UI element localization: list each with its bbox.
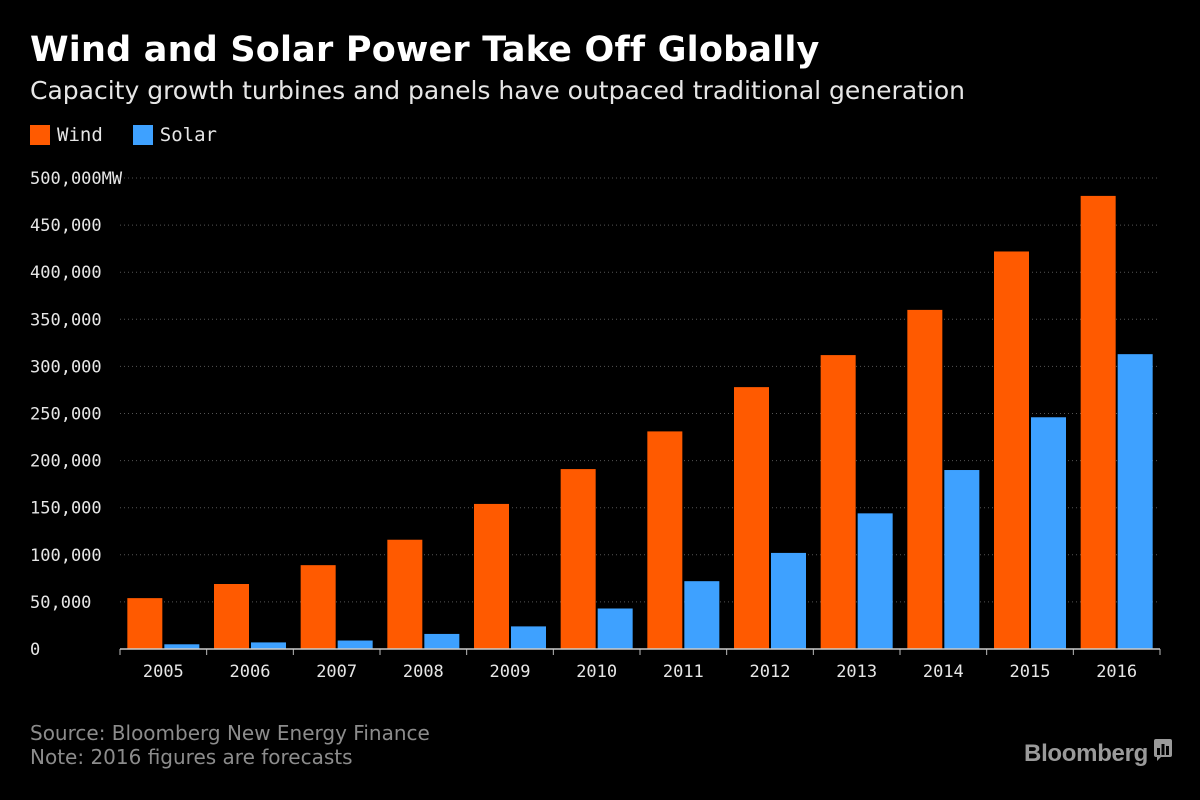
bar-solar-2005 [164,644,200,649]
y-tick-label: 0 [30,640,40,660]
x-tick-label: 2007 [316,662,357,682]
x-tick-label: 2011 [663,662,704,682]
legend-swatch-solar [132,125,153,145]
y-tick-label: 350,000 [30,310,102,330]
bar-wind-2015 [994,251,1029,649]
x-tick-label: 2015 [1010,662,1051,682]
bar-wind-2011 [647,431,683,649]
brand-name: Bloomberg [1024,739,1148,767]
bar-solar-2009 [511,626,546,649]
legend-label-solar: Solar [159,124,217,146]
bar-solar-2014 [944,470,980,649]
y-tick-label: 250,000 [30,405,102,425]
y-tick-label: 50,000 [30,593,91,613]
x-tick-label: 2016 [1096,662,1137,682]
y-tick-label: 200,000 [30,452,102,472]
bar-wind-2007 [300,565,336,649]
bar-solar-2016 [1117,354,1153,649]
bar-wind-2012 [734,387,769,649]
bar-solar-2007 [337,640,373,649]
bar-wind-2013 [820,355,856,649]
y-tick-label: 150,000 [30,499,102,519]
legend: Wind Solar [30,124,247,146]
bar-solar-2015 [1031,417,1066,649]
y-tick-label: 400,000 [30,263,102,283]
x-tick-label: 2006 [230,662,271,682]
bar-wind-2005 [127,598,163,649]
bar-wind-2010 [560,469,596,649]
x-tick-label: 2014 [923,662,964,682]
bar-wind-2009 [474,503,509,649]
bar-solar-2006 [251,642,286,649]
x-tick-label: 2008 [403,662,444,682]
legend-item-wind: Wind [30,124,103,146]
x-tick-label: 2010 [576,662,617,682]
bar-solar-2008 [424,633,460,649]
legend-label-wind: Wind [57,124,103,146]
brand-logo: Bloomberg [1024,739,1172,768]
bar-wind-2006 [214,584,249,649]
chart-subtitle: Capacity growth turbines and panels have… [30,76,966,105]
x-tick-label: 2009 [490,662,531,682]
bar-solar-2012 [771,552,806,649]
chart-title: Wind and Solar Power Take Off Globally [30,30,820,70]
bar-solar-2013 [857,513,893,649]
bar-solar-2010 [597,608,633,649]
bar-wind-2008 [387,539,423,649]
y-tick-label: 100,000 [30,546,102,566]
forecast-note: Note: 2016 figures are forecasts [30,745,353,769]
x-tick-label: 2012 [750,662,791,682]
legend-item-solar: Solar [132,124,217,146]
legend-swatch-wind [30,125,50,145]
bar-solar-2011 [684,581,720,649]
x-tick-label: 2013 [836,662,877,682]
bar-wind-2014 [907,309,943,649]
y-tick-label: 450,000 [30,216,102,236]
y-tick-label: 300,000 [30,357,102,377]
y-tick-label: 500,000MW [30,169,123,189]
bloomberg-chart-icon [1154,739,1172,768]
x-tick-label: 2005 [143,662,184,682]
bar-wind-2016 [1080,195,1116,649]
source-note: Source: Bloomberg New Energy Finance [30,721,430,745]
